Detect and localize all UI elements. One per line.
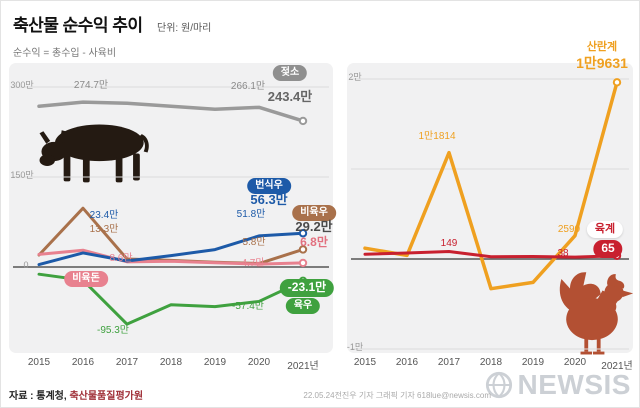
badge-yukgye: 육계 bbox=[586, 221, 624, 238]
series-line-산란계 bbox=[363, 80, 619, 291]
endpoint-비육우 bbox=[298, 245, 308, 254]
series-line-번식우 bbox=[37, 231, 305, 267]
endpoint-산란계 bbox=[612, 78, 622, 87]
source-note: 자료 : 통계청, 축산물품질평가원 bbox=[9, 387, 143, 402]
label-yuku-2017: -95.3만 bbox=[97, 325, 129, 336]
label-sanrangye-2020: 2590 bbox=[557, 224, 581, 235]
year-label-left-2021년: 2021년 bbox=[287, 361, 319, 372]
label-jeotso-2020: 266.1만 bbox=[230, 81, 266, 92]
badge-beonsiku: 번식우 bbox=[247, 178, 291, 194]
label-beonsiku-2021: 56.3만 bbox=[250, 192, 288, 207]
hen-silhouette-icon bbox=[559, 272, 634, 355]
label-biyukdon-2020: 4.7만 bbox=[241, 258, 265, 269]
label-sanrangye: 산란계 bbox=[586, 41, 618, 53]
unit-label: 단위: 원/마리 bbox=[157, 23, 212, 34]
newsis-logo-text: NEWSIS bbox=[517, 369, 631, 400]
year-label-left-2016: 2016 bbox=[71, 357, 95, 368]
label-jeotso-2016: 274.7만 bbox=[73, 80, 109, 91]
year-label-left-2018: 2018 bbox=[159, 357, 183, 368]
label-sanrangye-2021: 1만9631 bbox=[576, 55, 628, 71]
right-chart bbox=[351, 78, 629, 350]
series-line-젖소 bbox=[37, 100, 305, 123]
badge-yuku: 육우 bbox=[285, 298, 321, 314]
label-yukgye-2020: 38 bbox=[557, 248, 569, 259]
year-label-right-2021년: 2021년 bbox=[601, 361, 633, 372]
label-yukgye-2017: 149 bbox=[440, 238, 458, 249]
year-label-right-2017: 2017 bbox=[437, 357, 461, 368]
badge-biyukdon: 비육돈 bbox=[64, 271, 108, 287]
axis-label-0: 0 bbox=[23, 260, 29, 270]
year-label-left-2019: 2019 bbox=[203, 357, 227, 368]
axis-label-300man: 300만 bbox=[10, 80, 34, 90]
source-organization: 축산물품질평가원 bbox=[69, 391, 144, 402]
year-label-left-2015: 2015 bbox=[27, 357, 51, 368]
axis-label-150man: 150만 bbox=[10, 170, 34, 180]
label-biyuku-2021: 29.2만 bbox=[295, 219, 333, 234]
label-biyukdon-2021: 6.8만 bbox=[300, 235, 328, 249]
source-prefix: 자료 : 통계청, bbox=[9, 391, 70, 402]
badge-biyuku: 비육우 bbox=[292, 205, 336, 221]
newsis-watermark: NEWSIS bbox=[485, 369, 631, 401]
label-sanrangye-2017: 1만1814 bbox=[418, 131, 456, 142]
year-label-right-2018: 2018 bbox=[479, 357, 503, 368]
badge-jeotso: 젖소 bbox=[272, 65, 308, 81]
series-line-비육돈 bbox=[37, 248, 305, 266]
year-label-left-2020: 2020 bbox=[247, 357, 271, 368]
year-label-right-2015: 2015 bbox=[353, 357, 377, 368]
label-beonsiku-2020: 51.8만 bbox=[236, 209, 266, 220]
left-chart bbox=[13, 86, 329, 326]
label-biyuku-2020: 5.8만 bbox=[242, 237, 266, 248]
reporter-credit: 22.05.24전진우 기자 그래픽 기자 618lue@newsis.com bbox=[303, 391, 491, 400]
page-title: 축산물 순수익 추이 bbox=[13, 16, 143, 35]
cow-silhouette-icon bbox=[39, 124, 149, 183]
year-label-right-2019: 2019 bbox=[521, 357, 545, 368]
label-biyuku-2017: 13.3만 bbox=[89, 224, 119, 235]
label-biyukdon-2017: 8.6만 bbox=[109, 253, 133, 264]
year-label-left-2017: 2017 bbox=[115, 357, 139, 368]
endpoint-번식우 bbox=[298, 229, 308, 238]
axis-label-minus1man: -1만 bbox=[346, 342, 364, 352]
series-line-육계 bbox=[363, 250, 619, 259]
axis-label-2man: 2만 bbox=[348, 72, 362, 82]
year-label-right-2016: 2016 bbox=[395, 357, 419, 368]
badge-yuku-2021: -23.1만 bbox=[279, 279, 335, 297]
badge-yukgye-2021: 65 bbox=[593, 240, 623, 258]
label-yuku-2020: -57.4만 bbox=[232, 301, 264, 312]
label-jeotso-2021: 243.4만 bbox=[267, 89, 313, 104]
label-beonsiku-2016: 23.4만 bbox=[89, 210, 119, 221]
endpoint-젖소 bbox=[298, 116, 308, 126]
newsis-globe-icon bbox=[485, 371, 512, 399]
endpoint-비육돈 bbox=[298, 258, 308, 268]
formula-label: 순수익 = 총수입 - 사육비 bbox=[13, 48, 117, 59]
header: 축산물 순수익 추이 단위: 원/마리 순수익 = 총수입 - 사육비 bbox=[13, 11, 211, 59]
year-label-right-2020: 2020 bbox=[563, 357, 587, 368]
